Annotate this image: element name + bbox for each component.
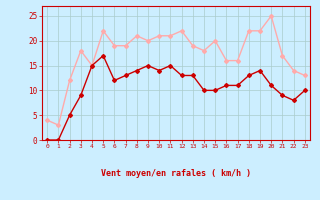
X-axis label: Vent moyen/en rafales ( km/h ): Vent moyen/en rafales ( km/h )	[101, 169, 251, 178]
